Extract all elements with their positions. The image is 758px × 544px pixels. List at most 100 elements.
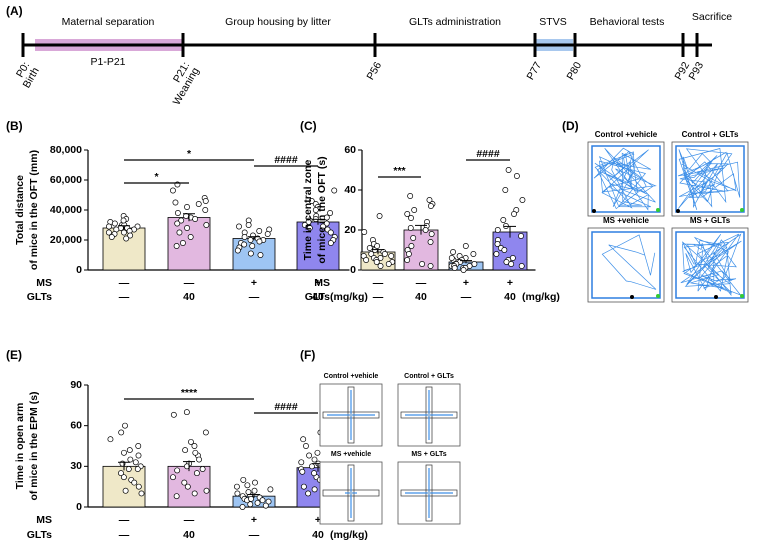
data-point <box>247 237 254 243</box>
image-caption: MS +vehicle <box>331 451 371 458</box>
data-point <box>169 187 176 194</box>
data-point <box>471 261 478 267</box>
data-point <box>202 198 209 204</box>
data-point <box>245 489 252 496</box>
data-point <box>373 259 380 265</box>
data-point <box>306 452 313 459</box>
y-tick-label: 60 <box>344 144 356 156</box>
data-point <box>511 211 517 217</box>
data-point <box>500 217 507 223</box>
y-tick-label: 90 <box>70 379 82 391</box>
data-point <box>388 253 395 259</box>
group-label: — <box>119 514 130 526</box>
data-point <box>407 193 414 199</box>
group-label: — <box>119 277 130 289</box>
data-point <box>191 490 198 497</box>
image-caption: Control + GLTs <box>404 373 454 380</box>
data-point <box>513 173 520 179</box>
data-point <box>176 229 183 236</box>
data-point <box>126 447 133 454</box>
data-point <box>306 225 313 231</box>
data-point <box>404 257 411 263</box>
data-point <box>411 207 418 213</box>
data-point <box>494 241 501 247</box>
data-point <box>257 252 264 258</box>
data-point <box>107 436 114 443</box>
panel-label: (F) <box>300 348 315 362</box>
data-point <box>241 234 248 240</box>
group-label: 40 <box>415 291 427 303</box>
data-point <box>385 261 392 267</box>
data-point <box>120 474 127 481</box>
data-point <box>501 247 508 253</box>
track-path <box>677 148 741 211</box>
data-point <box>234 490 241 497</box>
data-point <box>123 235 130 242</box>
end-dot <box>740 208 744 212</box>
significance-label: *** <box>393 165 406 177</box>
group-name: GLTs <box>305 291 330 303</box>
data-point <box>448 255 455 261</box>
data-point <box>179 240 186 246</box>
data-point <box>184 204 190 210</box>
data-point <box>519 197 526 203</box>
data-point <box>247 501 254 508</box>
group-label: + <box>251 514 257 526</box>
group-name: MS <box>36 277 52 289</box>
y-tick-label: 20 <box>344 224 356 236</box>
data-point <box>426 197 433 203</box>
end-dot <box>656 208 660 212</box>
track-path <box>601 234 657 290</box>
data-point <box>407 225 414 231</box>
data-point <box>256 238 263 245</box>
image-caption: MS + GLTs <box>690 216 731 225</box>
significance-label: * <box>187 148 192 160</box>
data-point <box>303 443 309 449</box>
data-point <box>182 447 189 454</box>
start-dot <box>592 209 596 213</box>
data-point <box>299 468 306 475</box>
y-tick-label: 60 <box>70 419 82 431</box>
panel-label: (E) <box>6 348 22 362</box>
data-point <box>312 207 319 213</box>
data-point <box>262 502 269 509</box>
data-point <box>462 243 469 249</box>
data-point <box>366 245 373 251</box>
data-point <box>244 482 251 489</box>
group-label: 40 <box>312 291 324 303</box>
data-point <box>105 229 112 236</box>
data-point <box>428 231 435 237</box>
data-point <box>245 222 252 228</box>
panel-label: (D) <box>562 119 579 133</box>
group-label: 40 <box>183 529 195 541</box>
group-name: GLTs <box>27 529 52 541</box>
data-point <box>256 228 263 234</box>
data-point <box>427 263 434 269</box>
data-point <box>377 263 384 269</box>
data-point <box>106 223 112 230</box>
start-dot <box>630 295 634 299</box>
group-label: — <box>119 529 130 541</box>
data-point <box>300 436 307 443</box>
data-point <box>203 222 210 228</box>
data-point <box>174 210 181 216</box>
data-point <box>135 452 142 459</box>
data-point <box>422 227 429 233</box>
data-point <box>192 216 199 222</box>
track-path <box>680 233 742 297</box>
data-point <box>518 233 524 239</box>
group-label: + <box>315 277 321 289</box>
arena <box>591 145 661 213</box>
data-point <box>381 251 388 257</box>
start-dot <box>676 209 680 213</box>
group-label: — <box>119 291 130 303</box>
data-point <box>493 251 500 257</box>
y-tick-label: 40,000 <box>50 204 82 216</box>
group-label: + <box>463 277 469 289</box>
data-point <box>247 250 254 257</box>
phase-label: Group housing by litter <box>225 16 331 28</box>
panel-label: (A) <box>6 4 23 18</box>
data-point <box>132 459 139 466</box>
data-point <box>518 263 525 269</box>
significance-label: **** <box>181 387 198 399</box>
